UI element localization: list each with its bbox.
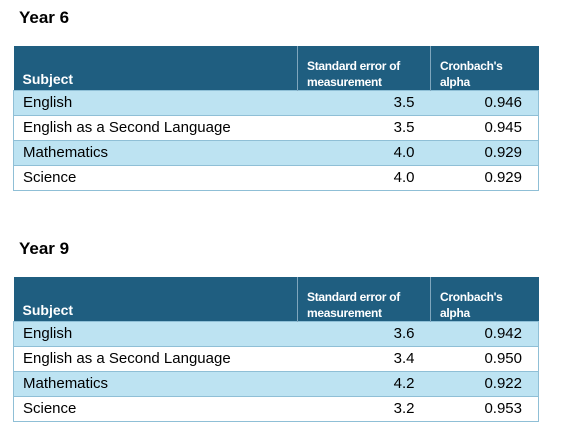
alpha-cell: 0.942 — [430, 320, 539, 346]
alpha-header-line1: Cronbach's — [440, 289, 503, 304]
alpha-header-line1: Cronbach's — [440, 58, 503, 73]
table-row: Science 4.0 0.929 — [13, 164, 539, 190]
subject-cell: Mathematics — [13, 139, 298, 165]
year6-title: Year 6 — [19, 8, 70, 27]
alpha-header-line2: alpha — [440, 305, 470, 320]
year9-title: Year 9 — [19, 239, 70, 258]
sem-header-line1: Standard error of — [307, 289, 400, 304]
subject-cell: Mathematics — [13, 370, 298, 396]
alpha-column-header: Cronbach's alpha — [431, 46, 539, 90]
alpha-header-line2: alpha — [440, 74, 470, 89]
table-row: English as a Second Language 3.4 0.950 — [13, 345, 539, 371]
table-row: English as a Second Language 3.5 0.945 — [13, 114, 539, 140]
table-header-row: Subject Standard error of measurement Cr… — [13, 277, 539, 321]
subject-cell: English — [13, 89, 298, 115]
subject-cell: English as a Second Language — [13, 114, 298, 140]
alpha-column-header: Cronbach's alpha — [431, 277, 539, 321]
alpha-cell: 0.946 — [430, 89, 539, 115]
table-row: Mathematics 4.2 0.922 — [13, 370, 539, 396]
subject-cell: Science — [13, 164, 298, 190]
alpha-cell: 0.950 — [430, 345, 539, 371]
subject-cell: English as a Second Language — [13, 345, 298, 371]
year9-reliability-table: Subject Standard error of measurement Cr… — [13, 277, 539, 422]
sem-header-line1: Standard error of — [307, 58, 400, 73]
subject-column-header: Subject — [13, 277, 298, 321]
sem-header-line2: measurement — [307, 74, 382, 89]
sem-cell: 4.0 — [297, 139, 431, 165]
alpha-cell: 0.929 — [430, 164, 539, 190]
alpha-cell: 0.922 — [430, 370, 539, 396]
sem-cell: 3.2 — [297, 395, 431, 421]
table-header-row: Subject Standard error of measurement Cr… — [13, 46, 539, 90]
alpha-cell: 0.953 — [430, 395, 539, 421]
subject-cell: English — [13, 320, 298, 346]
year6-reliability-table: Subject Standard error of measurement Cr… — [13, 46, 539, 191]
alpha-cell: 0.945 — [430, 114, 539, 140]
table-row: English 3.5 0.946 — [13, 89, 539, 115]
sem-column-header: Standard error of measurement — [297, 46, 431, 90]
sem-cell: 3.5 — [297, 89, 431, 115]
alpha-cell: 0.929 — [430, 139, 539, 165]
table-row: Mathematics 4.0 0.929 — [13, 139, 539, 165]
sem-cell: 4.2 — [297, 370, 431, 396]
subject-column-header: Subject — [13, 46, 298, 90]
sem-column-header: Standard error of measurement — [297, 277, 431, 321]
subject-cell: Science — [13, 395, 298, 421]
table-row: English 3.6 0.942 — [13, 320, 539, 346]
sem-cell: 3.4 — [297, 345, 431, 371]
sem-cell: 3.6 — [297, 320, 431, 346]
table-row: Science 3.2 0.953 — [13, 395, 539, 421]
sem-cell: 4.0 — [297, 164, 431, 190]
sem-header-line2: measurement — [307, 305, 382, 320]
sem-cell: 3.5 — [297, 114, 431, 140]
